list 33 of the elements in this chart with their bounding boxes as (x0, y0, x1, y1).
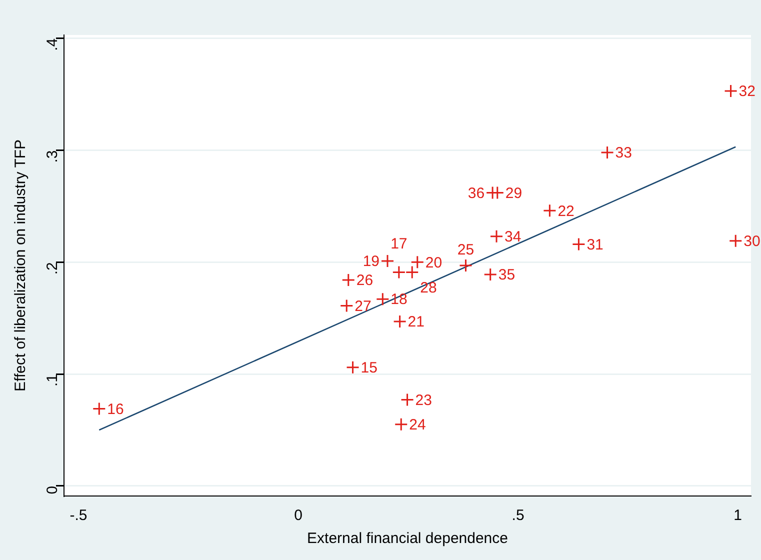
annotation: 34 (504, 228, 522, 246)
x-tick-label: -.5 (70, 507, 88, 524)
annotation: 19 (362, 253, 380, 270)
annotation: 23 (415, 392, 432, 409)
annotation: 25 (457, 242, 474, 259)
x-tick-label: 0 (294, 507, 302, 524)
annotation: 28 (420, 279, 437, 296)
annotation: 31 (586, 236, 604, 254)
annotation: 30 (744, 233, 760, 250)
annotation: 33 (615, 144, 632, 162)
annotation: 26 (356, 272, 374, 290)
annotation: 21 (408, 314, 424, 331)
annotation: 18 (390, 291, 408, 308)
y-tick-label: .4 (44, 38, 62, 51)
annotation: 35 (498, 266, 516, 284)
y-tick-label: 0 (44, 486, 62, 494)
annotation: 29 (505, 184, 522, 202)
annotation: 20 (425, 254, 442, 272)
y-tick-label: .3 (44, 150, 62, 163)
y-axis-title: Effect of liberalization on industry TFP (12, 139, 30, 392)
y-tick-label: .1 (44, 374, 62, 387)
x-axis-title: External financial dependence (307, 530, 508, 548)
annotation: 32 (738, 83, 756, 100)
annotation: 17 (390, 235, 408, 252)
annotation: 22 (558, 202, 574, 220)
annotation: 36 (468, 184, 485, 202)
y-tick-label: .2 (44, 262, 62, 275)
x-tick-label: .5 (512, 507, 524, 524)
annotation: 24 (409, 416, 426, 434)
annotation: 27 (354, 298, 372, 315)
annotation: 16 (107, 400, 124, 418)
annotation: 15 (360, 359, 378, 376)
x-tick-label: 1 (734, 507, 742, 524)
